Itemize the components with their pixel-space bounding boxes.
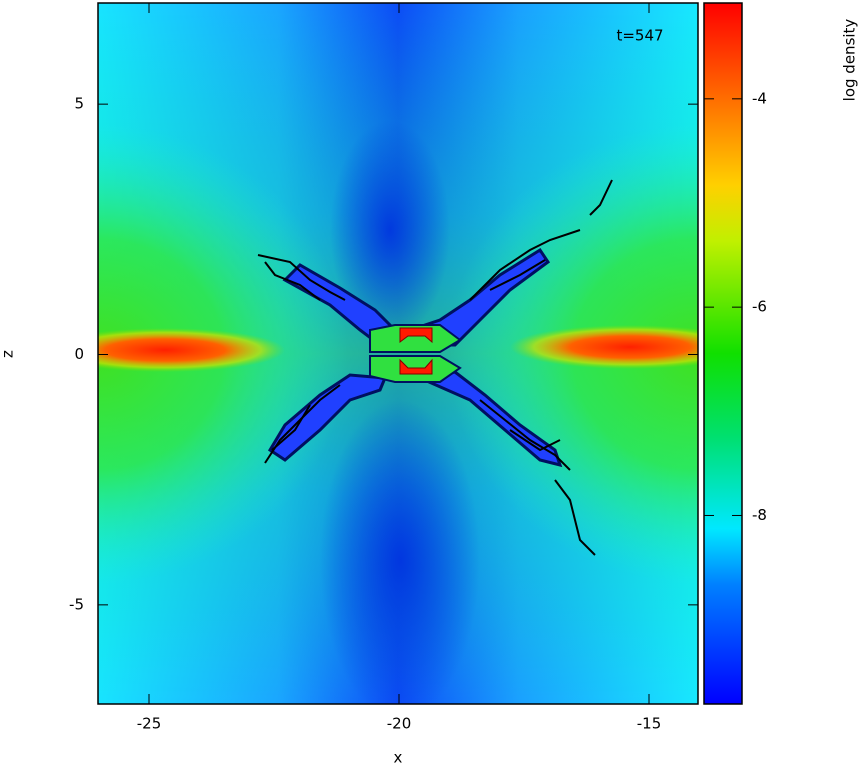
x-tick-label: -25: [137, 715, 162, 733]
y-tick-label: 5: [74, 95, 84, 113]
time-label: t=547: [616, 27, 663, 45]
colorbar-tick-label: -4: [752, 89, 767, 107]
density-map: [98, 3, 698, 704]
y-tick-label: -5: [69, 595, 84, 613]
x-tick-label: -20: [387, 715, 412, 733]
x-axis-label: x: [394, 749, 403, 766]
y-tick-label: 0: [74, 345, 84, 363]
colorbar: [703, 2, 743, 705]
colorbar-label: log density: [841, 19, 859, 102]
y-axis-label: z: [0, 350, 17, 358]
x-tick-label: -15: [637, 715, 662, 733]
plot-frame: [97, 2, 699, 705]
colorbar-tick-label: -6: [752, 298, 767, 316]
colorbar-tick-label: -8: [752, 506, 767, 524]
